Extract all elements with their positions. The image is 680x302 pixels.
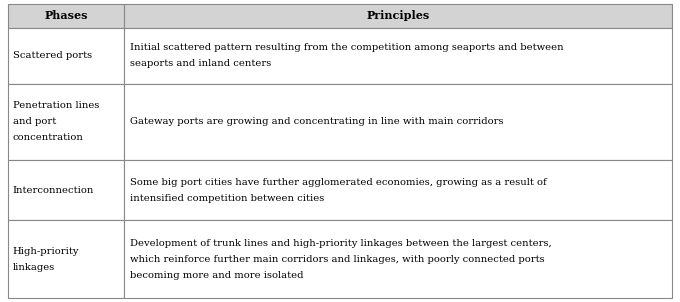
Bar (124, 28, 672, 84)
Text: Scattered ports: Scattered ports (13, 51, 92, 60)
Bar (124, 4, 672, 28)
Text: Penetration lines
and port
concentration: Penetration lines and port concentration (13, 101, 99, 142)
Text: Initial scattered pattern resulting from the competition among seaports and betw: Initial scattered pattern resulting from… (130, 43, 563, 68)
Text: Interconnection: Interconnection (13, 185, 95, 194)
Bar (8, 220, 124, 298)
Text: Gateway ports are growing and concentrating in line with main corridors: Gateway ports are growing and concentrat… (130, 117, 503, 126)
Bar (8, 4, 124, 28)
Text: Principles: Principles (367, 10, 430, 21)
Bar (8, 28, 124, 84)
Bar (124, 160, 672, 220)
Bar (8, 160, 124, 220)
Text: Phases: Phases (44, 10, 88, 21)
Bar (124, 84, 672, 160)
Text: High-priority
linkages: High-priority linkages (13, 247, 80, 272)
Text: Development of trunk lines and high-priority linkages between the largest center: Development of trunk lines and high-prio… (130, 239, 551, 280)
Bar (124, 220, 672, 298)
Bar (8, 84, 124, 160)
Text: Some big port cities have further agglomerated economies, growing as a result of: Some big port cities have further agglom… (130, 178, 547, 203)
